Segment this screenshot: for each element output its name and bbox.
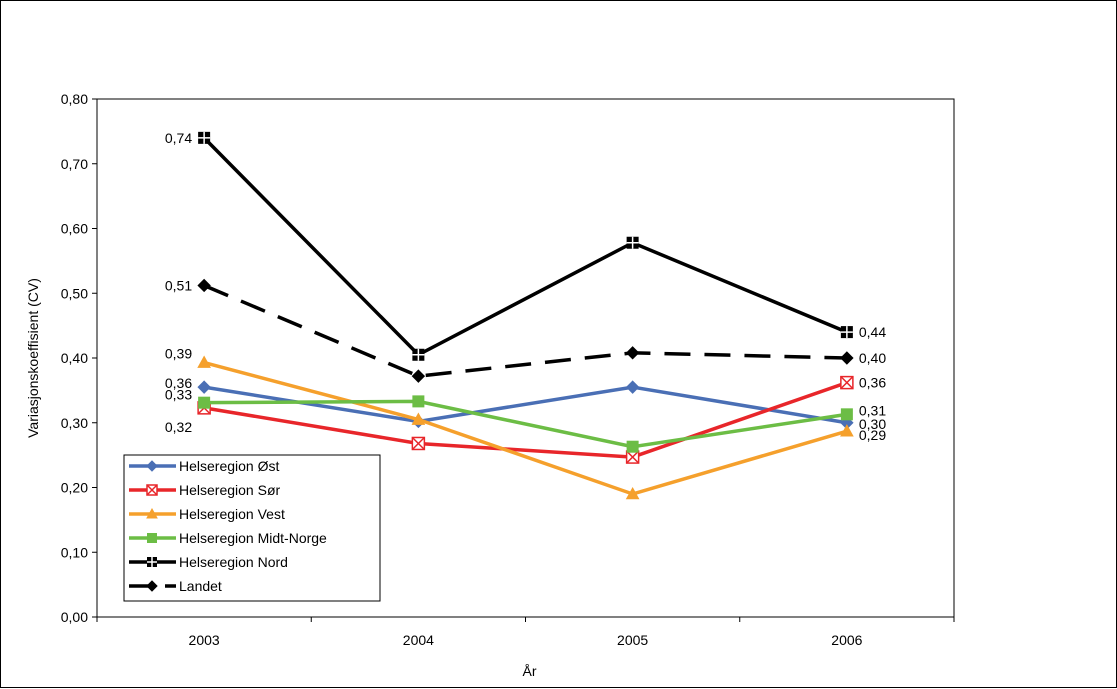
data-point — [412, 395, 425, 408]
y-tick-label: 0,40 — [61, 350, 88, 366]
legend-label: Helseregion Midt-Norge — [179, 530, 327, 546]
data-point — [411, 436, 426, 451]
data-label: 0,39 — [165, 346, 192, 362]
data-point — [840, 326, 853, 339]
data-label: 0,29 — [859, 427, 886, 443]
y-tick-label: 0,60 — [61, 221, 88, 237]
series-line — [203, 385, 848, 425]
data-label: 0,31 — [859, 402, 886, 418]
data-label: 0,40 — [859, 350, 886, 366]
legend: Helseregion Øst Helseregion Sør Helseregio… — [123, 454, 381, 602]
data-point — [840, 424, 854, 437]
legend-item: Landet — [129, 578, 222, 594]
data-point — [625, 486, 640, 500]
data-point — [840, 351, 854, 365]
data-point — [840, 408, 853, 421]
series-line — [203, 380, 848, 459]
y-tick-label: 0,80 — [61, 91, 88, 107]
legend-label: Landet — [179, 578, 222, 594]
data-point — [197, 278, 211, 293]
y-tick-label: 0,20 — [61, 480, 88, 496]
x-axis-title: År — [523, 663, 537, 679]
data-label: 0,30 — [859, 416, 886, 432]
data-point — [198, 131, 211, 144]
series-line — [203, 283, 847, 378]
x-tick-label: 2003 — [189, 632, 220, 648]
data-label: 0,32 — [165, 419, 192, 435]
series-line — [204, 399, 848, 449]
data-point — [626, 236, 639, 249]
legend-item: Helseregion Midt-Norge — [129, 530, 327, 546]
data-label: 0,36 — [165, 375, 192, 391]
legend-label: Helseregion Øst — [179, 458, 279, 474]
legend-item: Helseregion Sør — [129, 482, 280, 498]
y-tick-label: 0,10 — [61, 544, 88, 560]
data-point — [411, 369, 426, 383]
y-tick-label: 0,50 — [61, 285, 88, 301]
data-label: 0,51 — [165, 277, 192, 293]
data-label: 0,44 — [859, 324, 886, 340]
data-point — [197, 355, 211, 368]
legend-item: Helseregion Øst — [129, 458, 279, 474]
y-tick-label: 0,30 — [61, 415, 88, 431]
x-tick-label: 2004 — [403, 632, 434, 648]
data-point — [625, 380, 640, 394]
legend-label: Helseregion Nord — [179, 554, 288, 570]
x-tick-label: 2006 — [831, 632, 862, 648]
legend-item: Helseregion Vest — [129, 506, 285, 522]
legend-item: Helseregion Nord — [129, 554, 288, 570]
data-point — [198, 396, 211, 409]
data-point — [625, 450, 640, 464]
data-point — [625, 346, 640, 360]
data-point — [197, 380, 211, 394]
legend-label: Helseregion Vest — [179, 506, 285, 522]
y-tick-label: 0,00 — [61, 609, 88, 625]
legend-label: Helseregion Sør — [179, 482, 280, 498]
data-label: 0,74 — [165, 130, 192, 146]
data-point — [840, 375, 854, 390]
x-tick-label: 2005 — [617, 632, 648, 648]
y-axis-title: Variasjonskoeffisient (CV) — [25, 278, 41, 438]
y-tick-label: 0,70 — [61, 156, 88, 172]
data-point — [411, 412, 426, 425]
series-line — [203, 360, 848, 496]
data-point — [626, 440, 639, 453]
series-line — [202, 136, 848, 357]
data-point — [412, 348, 425, 361]
data-label: 0,36 — [859, 375, 886, 391]
data-label: 0,33 — [165, 387, 192, 403]
